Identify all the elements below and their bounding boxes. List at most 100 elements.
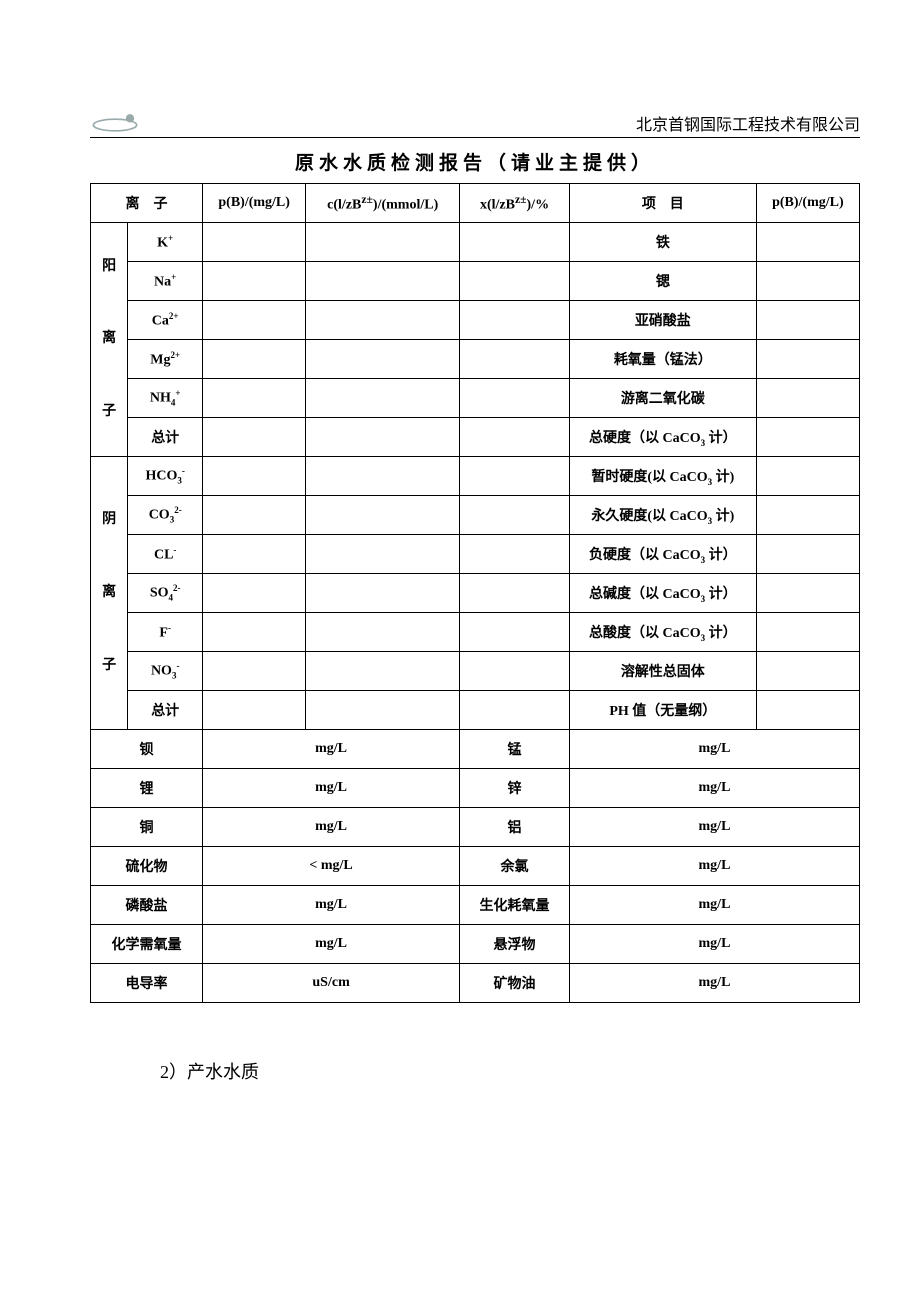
value-cell <box>460 457 570 496</box>
ion-cell: CL- <box>128 535 203 574</box>
table-row: 磷酸盐mg/L生化耗氧量mg/L <box>91 886 860 925</box>
table-row: 阳离子K+铁 <box>91 223 860 262</box>
item-cell: PH 值（无量纲） <box>569 691 756 730</box>
value-cell <box>460 496 570 535</box>
param-name: 余氯 <box>460 847 570 886</box>
item-cell: 耗氧量（锰法） <box>569 340 756 379</box>
value-cell <box>756 652 859 691</box>
param-name: 钡 <box>91 730 203 769</box>
page-header: 北京首钢国际工程技术有限公司 <box>90 110 860 138</box>
col-x: x(l/zBz±)/% <box>460 184 570 223</box>
table-row: 电导率uS/cm矿物油mg/L <box>91 964 860 1003</box>
item-cell: 暂时硬度(以 CaCO3 计) <box>569 457 756 496</box>
value-cell <box>756 535 859 574</box>
param-unit: < mg/L <box>203 847 460 886</box>
table-row: CO32-永久硬度(以 CaCO3 计) <box>91 496 860 535</box>
param-unit: mg/L <box>203 925 460 964</box>
param-name: 锰 <box>460 730 570 769</box>
table-row: NH4+ 游离二氧化碳 <box>91 379 860 418</box>
col-c: c(l/zBz±)/(mmol/L) <box>306 184 460 223</box>
value-cell <box>203 301 306 340</box>
value-cell <box>460 652 570 691</box>
param-name: 悬浮物 <box>460 925 570 964</box>
company-name: 北京首钢国际工程技术有限公司 <box>636 111 860 135</box>
value-cell <box>460 340 570 379</box>
value-cell <box>306 301 460 340</box>
value-cell <box>203 340 306 379</box>
ion-group-label: 阴离子 <box>91 457 128 730</box>
param-name: 磷酸盐 <box>91 886 203 925</box>
param-name: 化学需氧量 <box>91 925 203 964</box>
param-unit: mg/L <box>569 964 859 1003</box>
table-row: 化学需氧量mg/L悬浮物mg/L <box>91 925 860 964</box>
value-cell <box>756 613 859 652</box>
col-item: 项 目 <box>569 184 756 223</box>
param-name: 锌 <box>460 769 570 808</box>
item-cell: 总酸度（以 CaCO3 计） <box>569 613 756 652</box>
table-row: 总计总硬度（以 CaCO3 计） <box>91 418 860 457</box>
item-cell: 负硬度（以 CaCO3 计） <box>569 535 756 574</box>
col-pb2: p(B)/(mg/L) <box>756 184 859 223</box>
value-cell <box>203 613 306 652</box>
value-cell <box>306 223 460 262</box>
value-cell <box>756 418 859 457</box>
value-cell <box>203 574 306 613</box>
ion-cell: Mg2+ <box>128 340 203 379</box>
param-unit: mg/L <box>203 886 460 925</box>
param-unit: mg/L <box>569 808 859 847</box>
param-unit: mg/L <box>569 769 859 808</box>
ion-cell: CO32- <box>128 496 203 535</box>
table-row: 总计PH 值（无量纲） <box>91 691 860 730</box>
param-unit: mg/L <box>569 925 859 964</box>
ion-cell: Na+ <box>128 262 203 301</box>
param-name: 硫化物 <box>91 847 203 886</box>
value-cell <box>756 262 859 301</box>
item-cell: 亚硝酸盐 <box>569 301 756 340</box>
ion-cell: F- <box>128 613 203 652</box>
ion-cell: NO3- <box>128 652 203 691</box>
value-cell <box>306 418 460 457</box>
item-cell: 铁 <box>569 223 756 262</box>
item-cell: 锶 <box>569 262 756 301</box>
value-cell <box>460 691 570 730</box>
value-cell <box>306 691 460 730</box>
table-row: 钡mg/L锰mg/L <box>91 730 860 769</box>
value-cell <box>203 691 306 730</box>
value-cell <box>203 535 306 574</box>
table-row: Na+ 锶 <box>91 262 860 301</box>
item-cell: 总硬度（以 CaCO3 计） <box>569 418 756 457</box>
value-cell <box>306 652 460 691</box>
ion-group-label: 阳离子 <box>91 223 128 457</box>
value-cell <box>460 574 570 613</box>
value-cell <box>460 262 570 301</box>
param-name: 锂 <box>91 769 203 808</box>
value-cell <box>460 379 570 418</box>
param-unit: mg/L <box>203 769 460 808</box>
param-unit: mg/L <box>569 886 859 925</box>
value-cell <box>306 613 460 652</box>
value-cell <box>756 691 859 730</box>
param-unit: mg/L <box>203 808 460 847</box>
value-cell <box>203 418 306 457</box>
value-cell <box>203 262 306 301</box>
value-cell <box>756 223 859 262</box>
param-name: 铜 <box>91 808 203 847</box>
table-row: 锂mg/L锌mg/L <box>91 769 860 808</box>
value-cell <box>306 535 460 574</box>
param-unit: mg/L <box>569 730 859 769</box>
item-cell: 游离二氧化碳 <box>569 379 756 418</box>
ion-cell: NH4+ <box>128 379 203 418</box>
param-unit: mg/L <box>569 847 859 886</box>
value-cell <box>203 457 306 496</box>
ion-cell: Ca2+ <box>128 301 203 340</box>
table-row: CL- 负硬度（以 CaCO3 计） <box>91 535 860 574</box>
item-cell: 总碱度（以 CaCO3 计） <box>569 574 756 613</box>
value-cell <box>203 379 306 418</box>
company-logo-icon <box>90 110 140 135</box>
value-cell <box>756 496 859 535</box>
value-cell <box>756 301 859 340</box>
value-cell <box>306 457 460 496</box>
table-row: Mg2+ 耗氧量（锰法） <box>91 340 860 379</box>
table-row: 硫化物< mg/L余氯mg/L <box>91 847 860 886</box>
value-cell <box>306 574 460 613</box>
